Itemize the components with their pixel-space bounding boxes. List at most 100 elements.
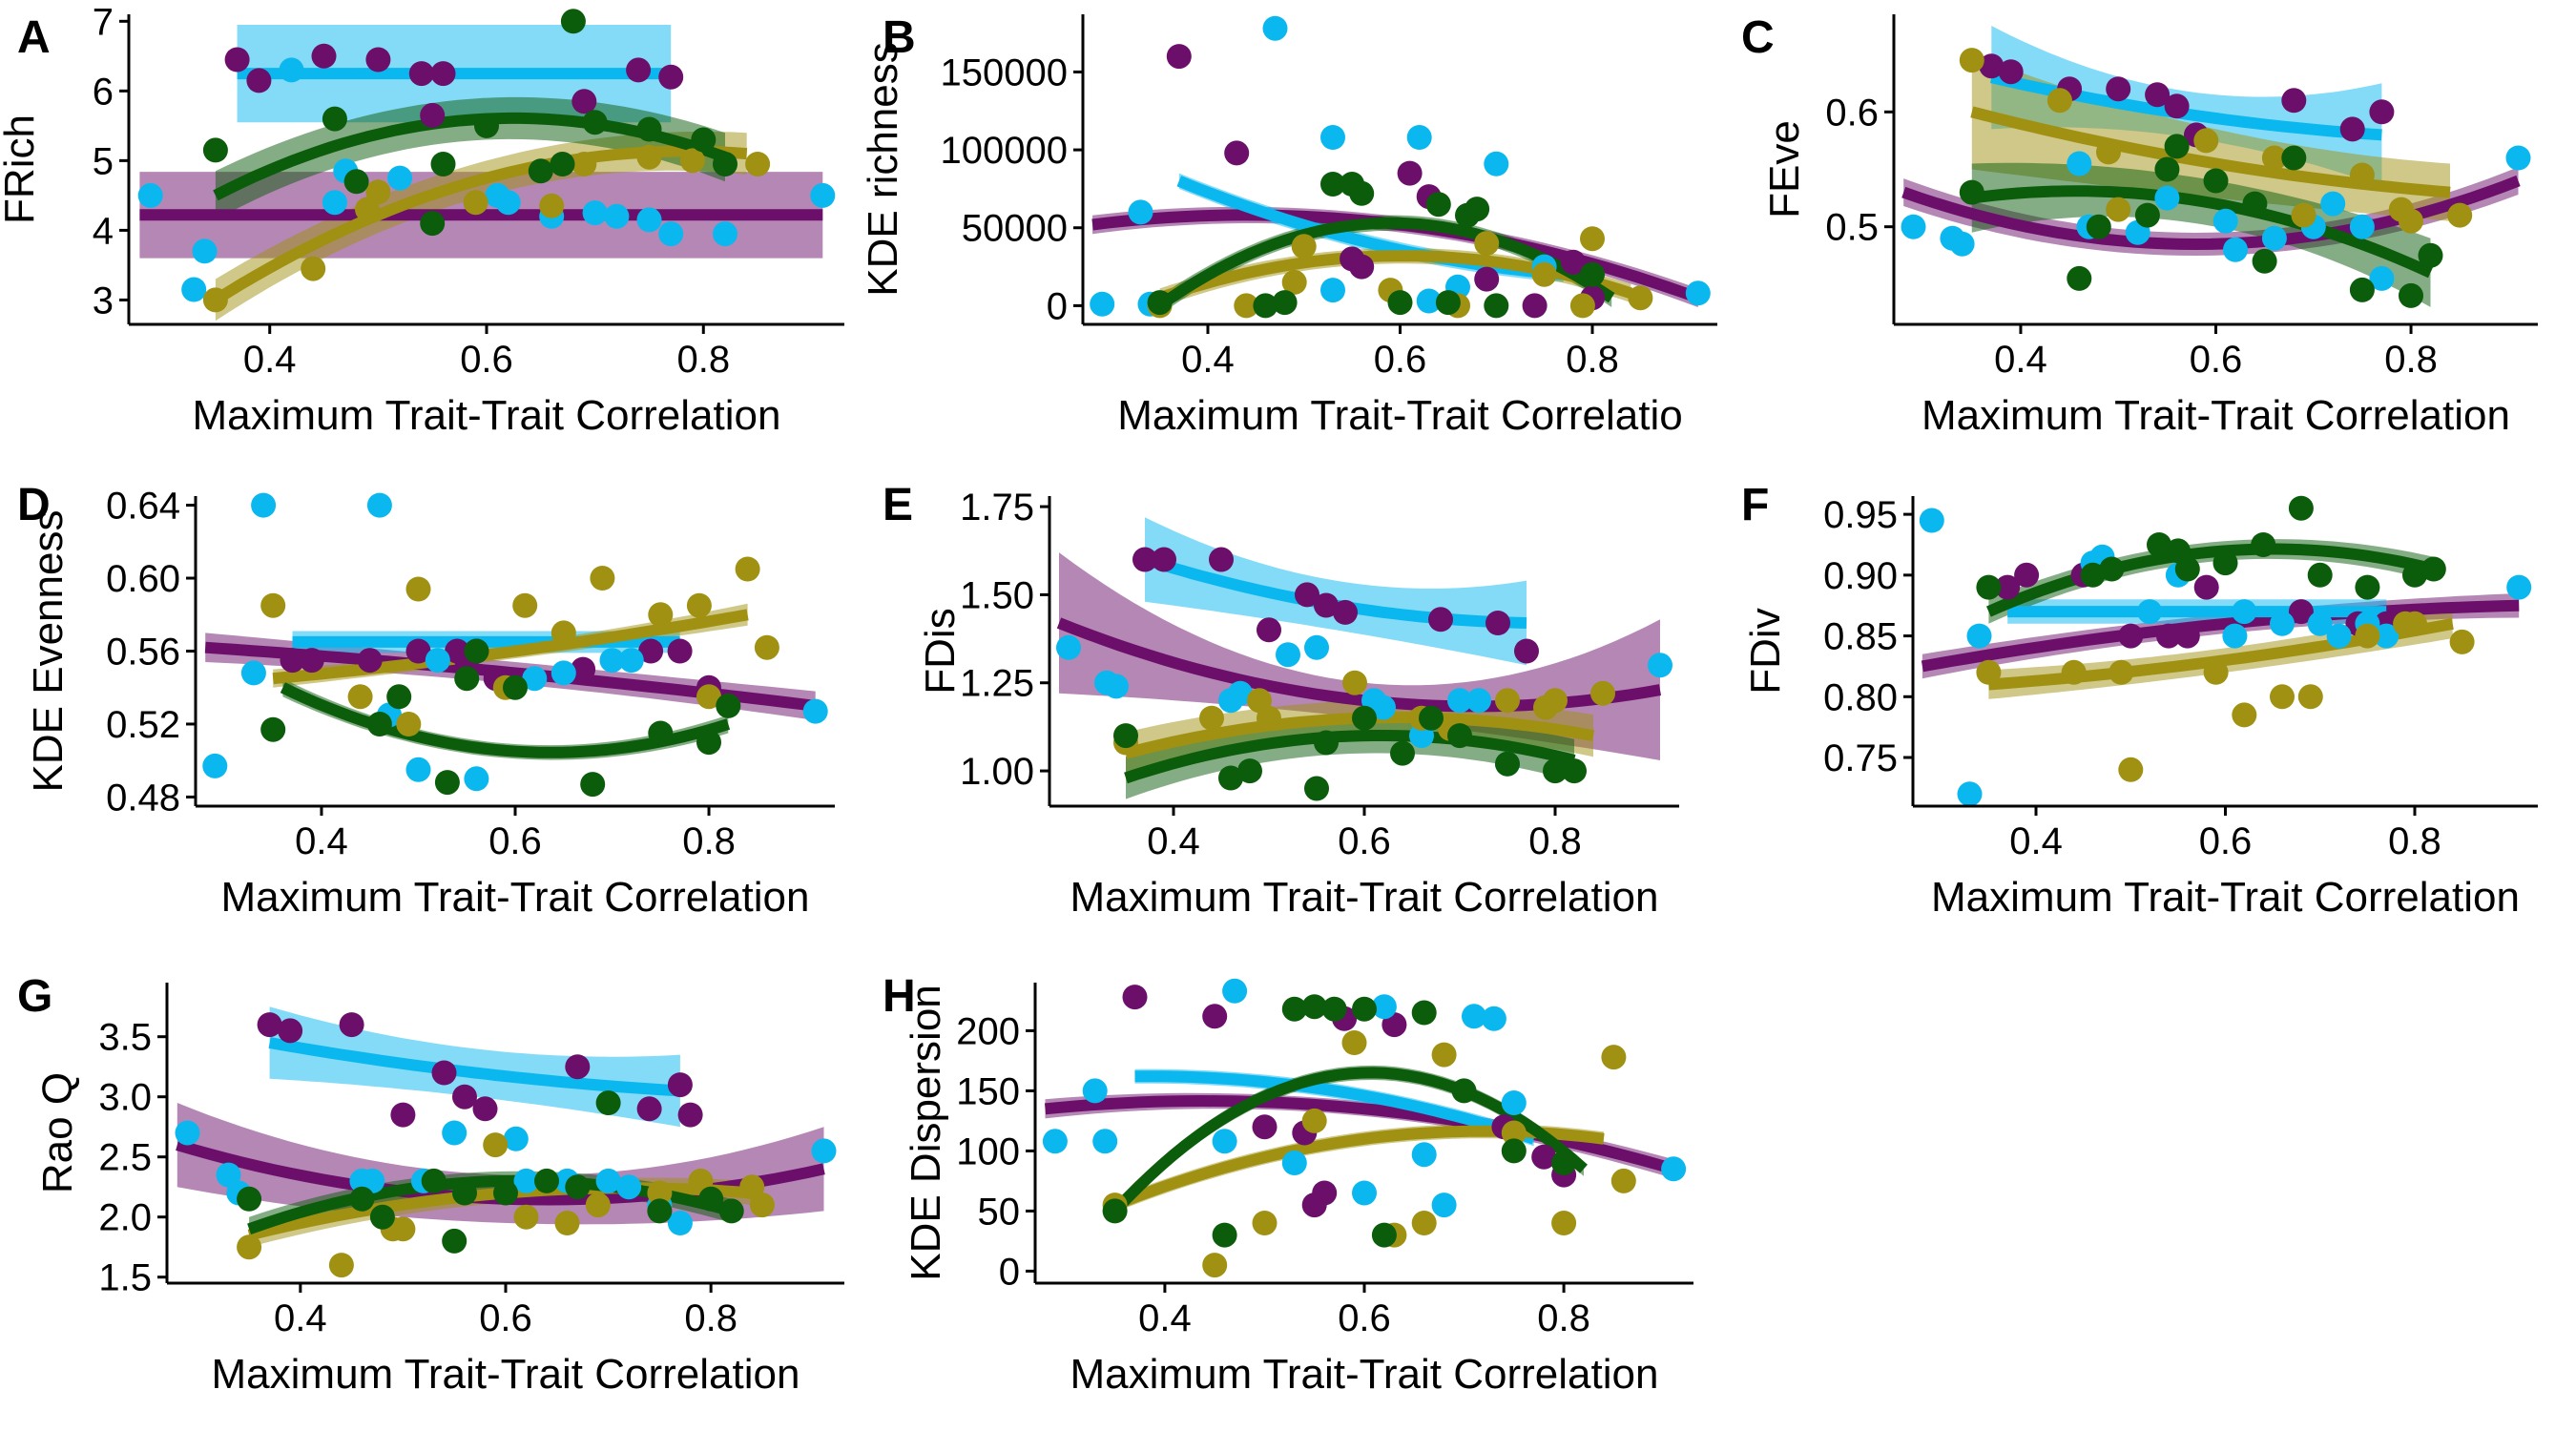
panel-e: 0.4 0.6 0.8 1.00 1.25 1.50 1.75 Maximum Trait-T… bbox=[883, 480, 1679, 921]
panel-letter: B bbox=[883, 12, 916, 63]
data-point bbox=[2288, 495, 2314, 521]
fit-line-series-4 bbox=[1971, 185, 2433, 279]
data-point bbox=[2307, 562, 2333, 588]
ci-band-series-2 bbox=[1145, 517, 1527, 666]
data-point bbox=[1501, 1138, 1527, 1164]
data-point bbox=[1406, 125, 1432, 150]
data-point bbox=[2203, 168, 2229, 194]
data-point bbox=[2355, 623, 2380, 649]
data-point bbox=[735, 556, 760, 582]
data-point bbox=[739, 1174, 765, 1200]
data-point bbox=[1212, 1222, 1237, 1248]
data-point bbox=[713, 221, 737, 247]
data-point bbox=[648, 602, 674, 628]
data-point bbox=[1371, 1222, 1397, 1248]
fit-lines bbox=[1044, 1067, 1675, 1215]
y-tick-label: 100000 bbox=[941, 130, 1068, 172]
data-point bbox=[745, 152, 771, 176]
data-point bbox=[339, 1012, 364, 1038]
data-point bbox=[1957, 781, 1983, 807]
data-point bbox=[2369, 265, 2395, 291]
data-point bbox=[1276, 642, 1300, 668]
data-point bbox=[1252, 1211, 1278, 1235]
data-point bbox=[667, 1072, 693, 1098]
data-point bbox=[647, 1180, 673, 1206]
data-point bbox=[442, 1120, 467, 1146]
data-point bbox=[420, 102, 446, 128]
data-point bbox=[691, 127, 717, 153]
data-point bbox=[366, 712, 392, 736]
data-point bbox=[1919, 508, 1944, 533]
data-point bbox=[1610, 1168, 1636, 1193]
panel-b: 0.4 0.6 0.8 0 50000 100000 150000 Maximum Trait… bbox=[860, 12, 1717, 439]
data-point bbox=[2402, 611, 2427, 636]
data-point bbox=[1501, 1120, 1527, 1146]
data-point bbox=[2067, 265, 2092, 291]
data-point bbox=[1349, 254, 1375, 280]
x-tick-label: 0.4 bbox=[2009, 820, 2063, 862]
data-point bbox=[216, 1162, 241, 1188]
data-point bbox=[2193, 574, 2219, 600]
data-point bbox=[2270, 684, 2295, 710]
data-point bbox=[280, 648, 305, 674]
data-point bbox=[1272, 290, 1298, 316]
data-point bbox=[452, 1180, 477, 1206]
data-point bbox=[1431, 1192, 1457, 1218]
x-tick-label: 0.4 bbox=[1138, 1297, 1192, 1339]
data-point bbox=[299, 648, 324, 674]
data-point bbox=[1485, 611, 1510, 635]
data-point bbox=[495, 190, 521, 216]
data-point bbox=[421, 1168, 447, 1193]
data-point bbox=[565, 1174, 591, 1200]
y-axis-title: KDE Dispersion bbox=[903, 985, 949, 1281]
data-point bbox=[1352, 1180, 1377, 1206]
data-point bbox=[464, 766, 489, 792]
data-point bbox=[2106, 197, 2131, 222]
data-point bbox=[571, 89, 597, 114]
data-point bbox=[1590, 680, 1615, 706]
y-tick-label: 0.52 bbox=[106, 704, 180, 746]
data-point bbox=[260, 592, 286, 618]
data-point bbox=[442, 1228, 467, 1254]
data-point bbox=[667, 1211, 693, 1235]
data-point bbox=[311, 43, 337, 69]
x-axis-title: Maximum Trait-Trait Correlation bbox=[221, 874, 810, 921]
data-point bbox=[585, 1192, 611, 1218]
data-point bbox=[278, 1018, 303, 1044]
x-tick-label: 0.8 bbox=[684, 1297, 737, 1339]
data-point bbox=[503, 674, 528, 700]
data-point bbox=[1341, 1030, 1367, 1055]
data-point bbox=[1082, 1078, 1108, 1104]
fit-line-series-3 bbox=[272, 609, 749, 685]
panel-c: 0.4 0.6 0.8 0.5 0.6 Maximum Trait-Trait Corre… bbox=[1741, 12, 2538, 439]
x-tick-label: 0.4 bbox=[243, 339, 297, 381]
data-point bbox=[2399, 208, 2423, 234]
data-point bbox=[1090, 291, 1115, 317]
data-point bbox=[2326, 623, 2352, 649]
data-point bbox=[2418, 242, 2443, 268]
y-tick-label: 7 bbox=[93, 1, 114, 43]
data-point bbox=[802, 698, 828, 724]
panel-letter: G bbox=[17, 971, 52, 1022]
x-tick-label: 0.8 bbox=[1537, 1297, 1590, 1339]
data-point bbox=[1212, 1129, 1237, 1154]
data-point bbox=[636, 207, 662, 233]
y-tick-label: 1.25 bbox=[960, 663, 1034, 705]
y-axis-title: FDis bbox=[917, 608, 964, 694]
data-point bbox=[301, 256, 326, 281]
y-tick-label: 0.5 bbox=[1825, 207, 1879, 249]
data-point bbox=[2222, 623, 2248, 649]
data-point bbox=[2154, 185, 2180, 211]
fit-line-series-4 bbox=[1986, 543, 2436, 617]
data-point bbox=[2420, 556, 2446, 582]
data-point bbox=[2251, 532, 2276, 557]
data-point bbox=[2174, 623, 2200, 649]
data-point bbox=[1959, 179, 1984, 205]
data-point bbox=[1333, 599, 1358, 625]
data-points bbox=[175, 1012, 837, 1278]
y-axis-title: FRich bbox=[0, 114, 43, 224]
panel-letter: D bbox=[17, 480, 51, 530]
data-point bbox=[1465, 197, 1490, 222]
data-point bbox=[240, 660, 266, 686]
data-point bbox=[202, 287, 228, 313]
